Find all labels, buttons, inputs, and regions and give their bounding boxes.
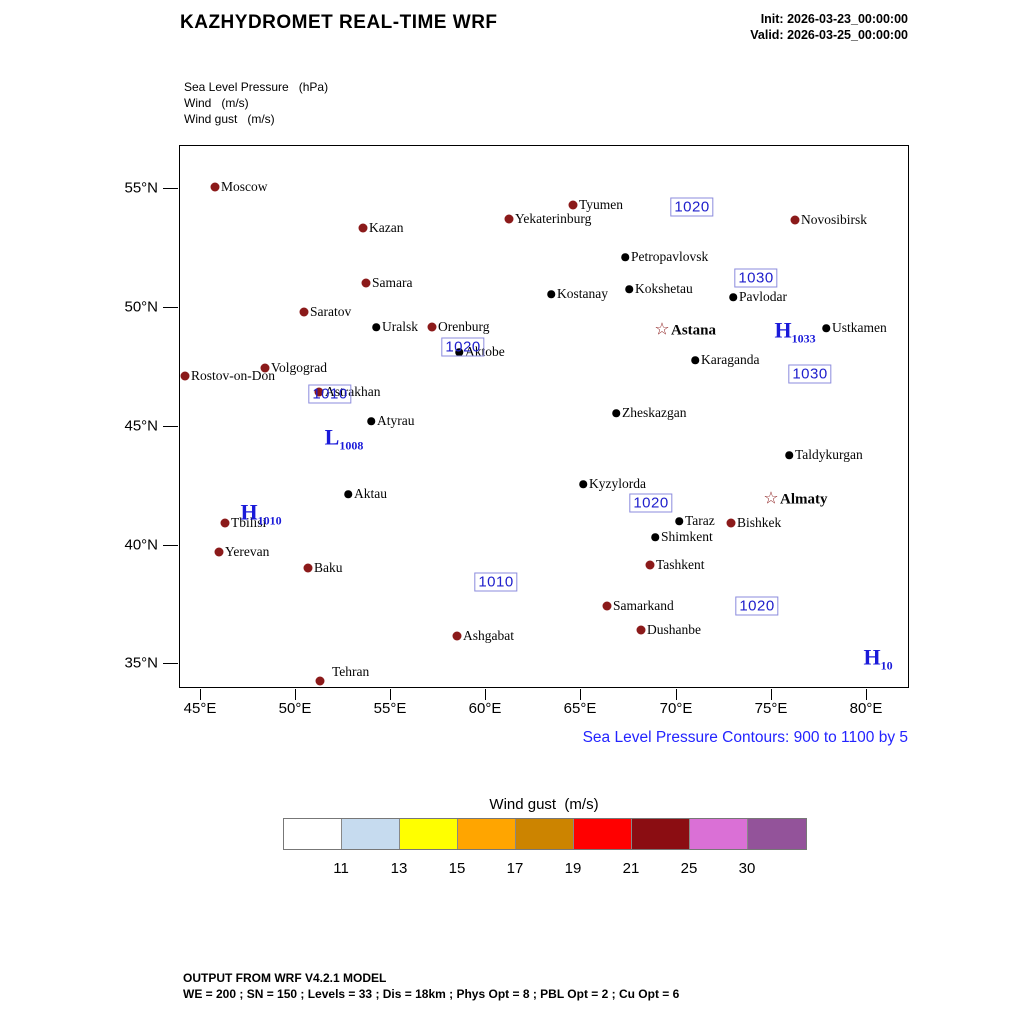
colorbar-tick-label: 25 (680, 860, 698, 877)
colorbar-tick-label: 21 (622, 860, 640, 877)
variable-windgust: Wind gust (m/s) (184, 112, 275, 126)
page-title: KAZHYDROMET REAL-TIME WRF (180, 12, 498, 33)
lon-tick-mark (770, 689, 772, 700)
lon-tick-mark (484, 689, 486, 700)
colorbar-tick-label: 15 (448, 860, 466, 877)
lon-tick-label: 70°E (659, 700, 693, 717)
valid-time: Valid: 2026-03-25_00:00:00 (750, 28, 908, 42)
init-time: Init: 2026-03-23_00:00:00 (760, 12, 908, 26)
colorbar-cell (574, 819, 632, 849)
colorbar-cell (632, 819, 690, 849)
colorbar-tick-label: 13 (390, 860, 408, 877)
colorbar-cell (342, 819, 400, 849)
lon-tick-mark (579, 689, 581, 700)
lon-tick-label: 60°E (468, 700, 502, 717)
lon-tick-label: 55°E (373, 700, 407, 717)
lat-tick-mark (163, 425, 178, 427)
lat-tick-mark (163, 544, 178, 546)
footer-model: OUTPUT FROM WRF V4.2.1 MODEL (183, 971, 387, 985)
lat-tick-mark (163, 662, 178, 664)
contour-caption: Sea Level Pressure Contours: 900 to 1100… (582, 729, 908, 746)
map-frame (179, 145, 909, 688)
lon-tick-label: 45°E (183, 700, 217, 717)
lon-tick-mark (199, 689, 201, 700)
lat-tick-label: 40°N (124, 536, 158, 554)
lat-tick-mark (163, 306, 178, 308)
colorbar-tick-label: 11 (333, 860, 349, 877)
colorbar-cell (284, 819, 342, 849)
lon-tick-mark (389, 689, 391, 700)
variable-slp: Sea Level Pressure (hPa) (184, 80, 329, 94)
lat-tick-label: 55°N (124, 179, 158, 197)
lon-tick-label: 50°E (278, 700, 312, 717)
colorbar-cell (516, 819, 574, 849)
lat-tick-label: 35°N (124, 654, 158, 672)
lon-tick-mark (865, 689, 867, 700)
lon-tick-mark (294, 689, 296, 700)
colorbar-tick-label: 30 (738, 860, 756, 877)
colorbar-tick-label: 19 (564, 860, 582, 877)
lon-tick-label: 65°E (563, 700, 597, 717)
colorbar-title: Wind gust (m/s) (489, 796, 599, 813)
colorbar-cell (690, 819, 748, 849)
lat-tick-label: 45°N (124, 417, 158, 435)
wind-gust-colorbar (283, 818, 807, 850)
colorbar-cell (748, 819, 806, 849)
variable-wind: Wind (m/s) (184, 96, 249, 110)
footer-config: WE = 200 ; SN = 150 ; Levels = 33 ; Dis … (183, 987, 680, 1001)
lon-tick-label: 75°E (754, 700, 788, 717)
colorbar-cell (458, 819, 516, 849)
colorbar-cell (400, 819, 458, 849)
lon-tick-mark (675, 689, 677, 700)
colorbar-tick-label: 17 (506, 860, 524, 877)
lon-tick-label: 80°E (849, 700, 883, 717)
lat-tick-label: 50°N (124, 298, 158, 316)
lat-tick-mark (163, 187, 178, 189)
